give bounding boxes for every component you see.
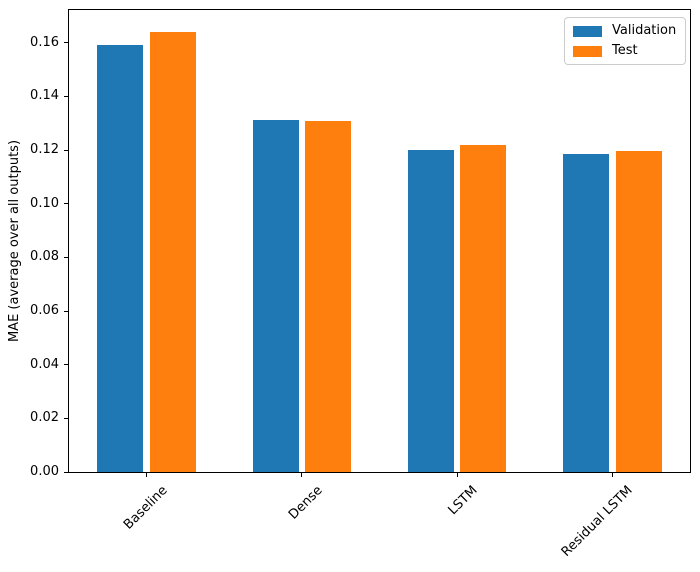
y-tick-mark (64, 42, 68, 44)
bar-validation-dense (252, 120, 299, 472)
y-tick-label: 0.08 (30, 249, 59, 265)
legend-row-test: Test (573, 43, 676, 59)
x-tick-mark (611, 472, 613, 477)
x-tick-label: Baseline (120, 483, 171, 533)
y-tick-mark (64, 203, 68, 205)
legend-label-test: Test (612, 43, 638, 58)
y-axis-label: MAE (average over all outputs) (7, 139, 22, 343)
y-tick-mark (64, 256, 68, 258)
plot-inner: 0.00 0.02 0.04 0.06 0.08 0.10 0.12 0.14 0.16 Base… (30, 10, 690, 560)
plot-area: 0.00 0.02 0.04 0.06 0.08 0.10 0.12 0.14 0.16 Base… (30, 9, 691, 560)
bar-test-baseline (149, 32, 196, 472)
x-tick-label: Dense (285, 483, 326, 523)
x-tick-mark (146, 472, 148, 477)
y-tick-label: 0.02 (30, 410, 59, 426)
y-tick-label: 0.10 (30, 195, 59, 211)
bar-test-residual-lstm (615, 151, 662, 472)
x-tick-label: Residual LSTM (559, 483, 636, 560)
bar-validation-baseline (97, 45, 144, 472)
bar-test-lstm (460, 144, 507, 472)
y-tick-label: 0.04 (30, 356, 59, 372)
y-tick-mark (64, 417, 68, 419)
bar-validation-lstm (407, 149, 454, 472)
y-tick-label: 0.14 (30, 88, 59, 104)
y-tick-mark (64, 95, 68, 97)
bar-validation-residual-lstm (563, 153, 610, 472)
y-tick-mark (64, 364, 68, 366)
x-tick-mark (301, 472, 303, 477)
x-tick-mark (456, 472, 458, 477)
legend: Validation Test (564, 17, 687, 65)
y-tick-mark (64, 149, 68, 151)
y-tick-label: 0.12 (30, 142, 59, 158)
y-tick-mark (64, 310, 68, 312)
y-tick-label: 0.16 (30, 34, 59, 50)
test-swatch (573, 45, 602, 57)
validation-swatch (573, 25, 602, 37)
legend-label-validation: Validation (612, 23, 677, 38)
y-tick-label: 0.00 (30, 464, 59, 479)
x-tick-label: LSTM (445, 483, 481, 519)
y-tick-mark (64, 471, 68, 473)
legend-row-validation: Validation (573, 23, 676, 39)
bar-test-dense (305, 120, 352, 472)
y-tick-label: 0.06 (30, 303, 59, 319)
